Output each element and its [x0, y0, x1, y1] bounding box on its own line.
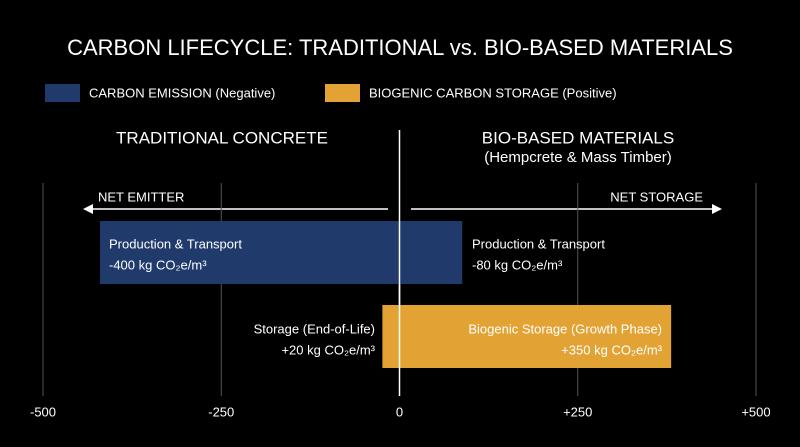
bar [382, 305, 672, 368]
left-heading: TRADITIONAL CONCRETE [116, 128, 328, 147]
annotation-value: +20 kg CO₂e/m³ [281, 342, 375, 357]
annotation-label: Biogenic Storage (Growth Phase) [468, 321, 662, 336]
right-heading: BIO-BASED MATERIALS [482, 128, 674, 147]
bar [100, 221, 463, 284]
annotation-value: -80 kg CO₂e/m³ [472, 257, 563, 272]
x-tick-label: -250 [208, 404, 234, 419]
x-tick-label: 0 [396, 404, 403, 419]
annotation-label: Storage (End-of-Life) [254, 321, 375, 336]
legend-label: BIOGENIC CARBON STORAGE (Positive) [369, 85, 617, 100]
x-tick-label: +250 [563, 404, 592, 419]
legend-swatch [45, 84, 80, 102]
annotation-value: +350 kg CO₂e/m³ [561, 342, 662, 357]
legend-label: CARBON EMISSION (Negative) [89, 85, 275, 100]
x-tick-label: +500 [741, 404, 770, 419]
right-subheading: (Hempcrete & Mass Timber) [484, 149, 672, 166]
left-arrow-label: NET EMITTER [98, 189, 184, 204]
x-tick-label: -500 [30, 404, 56, 419]
annotation-value: -400 kg CO₂e/m³ [109, 257, 207, 272]
chart-title: CARBON LIFECYCLE: TRADITIONAL vs. BIO-BA… [67, 35, 733, 60]
annotation-label: Production & Transport [472, 236, 605, 251]
annotation-label: Production & Transport [109, 236, 242, 251]
legend-swatch [325, 84, 360, 102]
right-arrow-label: NET STORAGE [610, 189, 703, 204]
